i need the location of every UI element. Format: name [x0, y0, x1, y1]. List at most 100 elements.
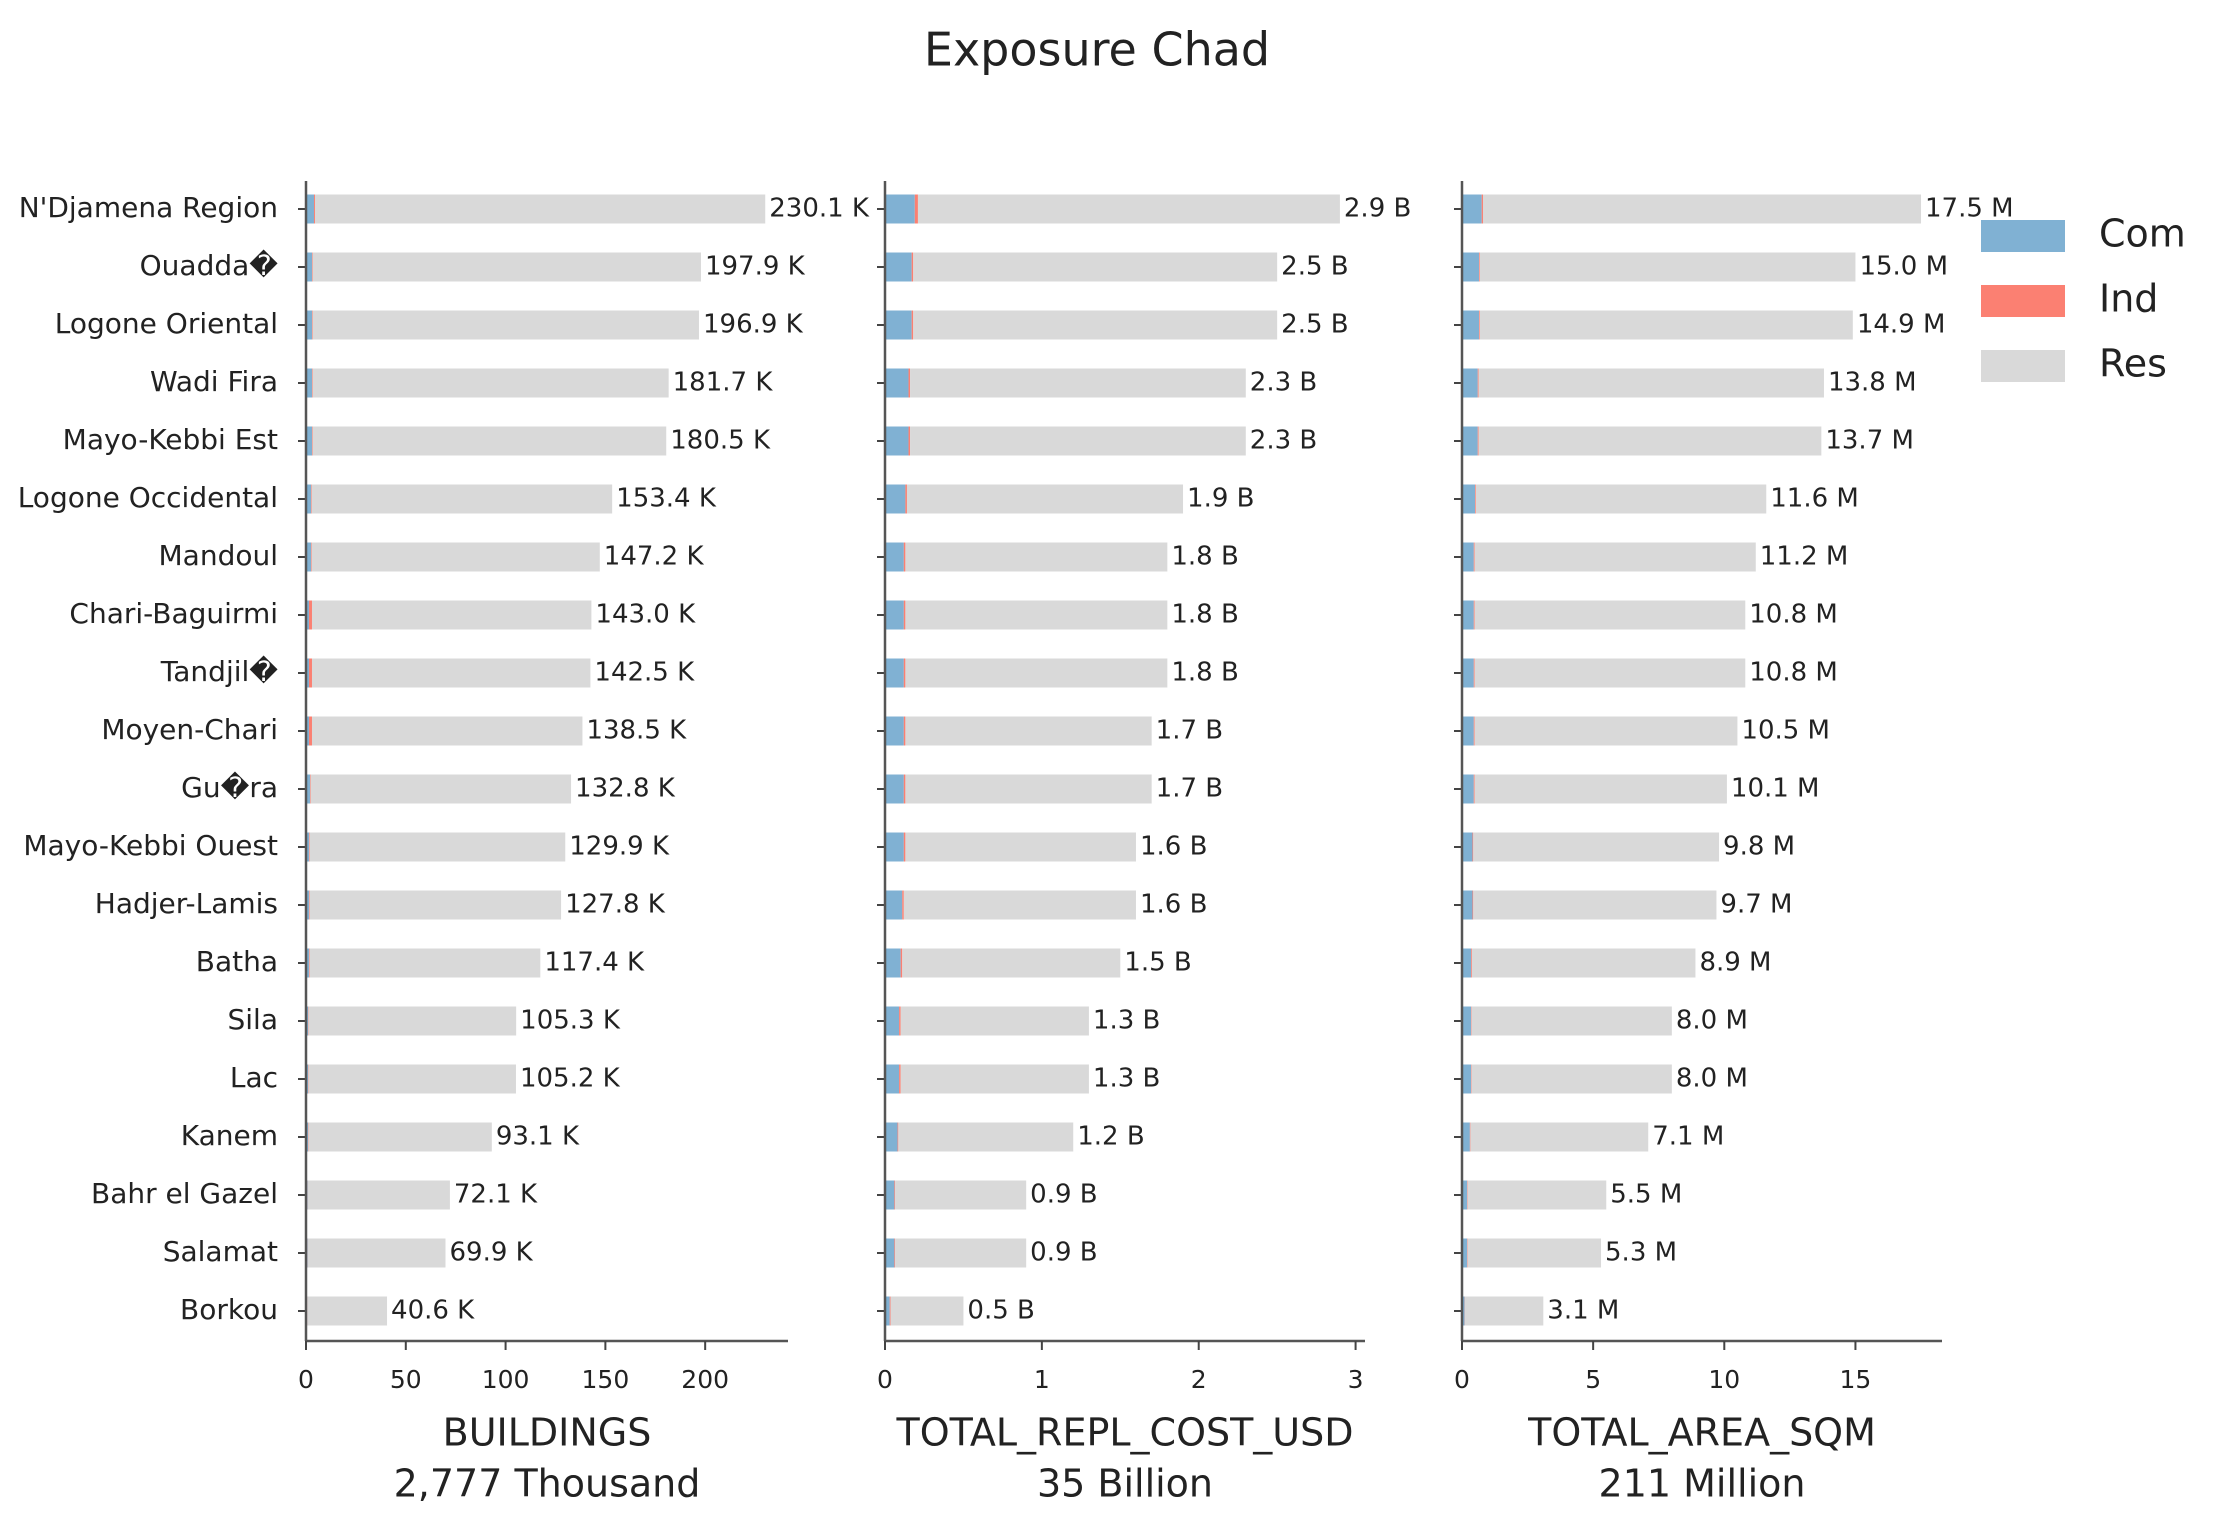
bar-segment: [903, 658, 906, 688]
bar-segment: [313, 194, 315, 224]
value-label: 196.9 K: [703, 310, 804, 340]
value-label: 2.3 B: [1250, 368, 1317, 398]
bar-segment: [309, 774, 311, 804]
bar-segment: [902, 890, 904, 920]
bar-segment: [307, 1238, 446, 1268]
value-label: 1.6 B: [1140, 890, 1207, 920]
y-tick-label: Bahr el Gazel: [91, 1177, 278, 1210]
bar-segment: [1462, 368, 1478, 398]
bar-segment: [905, 832, 1136, 862]
bar-segment: [1473, 890, 1717, 920]
bar-segment: [1471, 1064, 1472, 1094]
bar-segment: [1470, 1122, 1649, 1152]
bar-segment: [903, 832, 906, 862]
bar-segment: [1462, 542, 1474, 572]
bar-segment: [308, 600, 312, 630]
bar-segment: [306, 252, 312, 282]
bar-segment: [1474, 542, 1756, 572]
bar-segment: [312, 252, 701, 282]
value-label: 3.1 M: [1547, 1296, 1619, 1326]
value-label: 105.3 K: [520, 1006, 621, 1036]
y-tick-label: N'Djamena Region: [19, 191, 278, 224]
bar-segment: [1472, 832, 1474, 862]
x-axis-note: 35 Billion: [1037, 1462, 1213, 1506]
value-label: 1.8 B: [1171, 542, 1238, 572]
bar-segment: [911, 310, 914, 340]
value-label: 10.5 M: [1741, 716, 1830, 746]
bar-segment: [885, 1296, 890, 1326]
bar-segment: [1462, 1122, 1470, 1152]
value-label: 1.3 B: [1093, 1006, 1160, 1036]
bar-segment: [890, 1296, 964, 1326]
legend-label: Com: [2099, 212, 2186, 256]
bar-segment: [903, 542, 906, 572]
legend-label: Ind: [2099, 277, 2158, 321]
bar-segment: [1474, 716, 1738, 746]
bar-segment: [885, 600, 904, 630]
bar-segment: [900, 948, 903, 978]
value-label: 129.9 K: [569, 832, 670, 862]
x-tick-label: 2: [1191, 1365, 1207, 1394]
bar-segment: [917, 194, 1340, 224]
y-tick-label: Logone Occidental: [18, 481, 278, 514]
chart-title: Exposure Chad: [924, 23, 1270, 77]
bar-segment: [308, 658, 312, 688]
bar-segment: [885, 310, 912, 340]
value-label: 8.0 M: [1676, 1006, 1748, 1036]
bar-segment: [311, 542, 600, 572]
bar-segment: [1471, 948, 1472, 978]
value-label: 1.2 B: [1077, 1122, 1144, 1152]
value-label: 9.8 M: [1723, 832, 1795, 862]
bar-segment: [885, 426, 909, 456]
y-tick-label: Gu�ra: [181, 771, 278, 804]
bar-segment: [1475, 484, 1476, 514]
bar-segment: [895, 1238, 1027, 1268]
bar-segment: [1467, 1180, 1607, 1210]
bar-segment: [911, 252, 914, 282]
bar-segment: [1462, 1180, 1468, 1210]
bar-segment: [905, 542, 1168, 572]
bar-segment: [314, 194, 766, 224]
x-tick-label: 10: [1708, 1365, 1740, 1394]
value-label: 0.5 B: [967, 1296, 1034, 1326]
y-tick-label: Borkou: [180, 1293, 278, 1326]
bar-segment: [898, 1122, 1074, 1152]
value-label: 1.7 B: [1156, 774, 1223, 804]
value-label: 1.9 B: [1187, 484, 1254, 514]
y-tick-label: Hadjer-Lamis: [95, 887, 278, 920]
y-tick-label: Logone Oriental: [55, 307, 278, 340]
value-label: 153.4 K: [616, 484, 717, 514]
bar-segment: [1462, 252, 1480, 282]
y-tick-label: Chari-Baguirmi: [69, 597, 278, 630]
y-tick-label: Mandoul: [159, 539, 279, 572]
bar-segment: [1467, 1238, 1602, 1268]
bar-segment: [1481, 194, 1483, 224]
value-label: 10.8 M: [1749, 600, 1838, 630]
legend-swatch: [1981, 285, 2065, 317]
bar-segment: [1479, 252, 1856, 282]
bar-segment: [913, 252, 1278, 282]
y-tick-label: Lac: [230, 1061, 278, 1094]
value-label: 10.1 M: [1731, 774, 1820, 804]
bar-segment: [310, 542, 312, 572]
bar-segment: [885, 484, 906, 514]
x-tick-label: 0: [298, 1365, 314, 1394]
y-tick-label: Kanem: [181, 1119, 278, 1152]
bar-segment: [1462, 426, 1478, 456]
x-tick-label: 3: [1348, 1365, 1364, 1394]
bar-segment: [885, 542, 904, 572]
bar-segment: [306, 890, 309, 920]
legend-label: Res: [2099, 342, 2167, 386]
bar-segment: [885, 658, 904, 688]
value-label: 93.1 K: [496, 1122, 580, 1152]
bar-segment: [905, 600, 1168, 630]
bar-segment: [905, 658, 1168, 688]
bar-segment: [1474, 600, 1746, 630]
bar-segment: [1462, 1064, 1472, 1094]
value-label: 105.2 K: [520, 1064, 621, 1094]
bar-segment: [312, 310, 699, 340]
x-tick-label: 100: [482, 1365, 530, 1394]
bar-segment: [908, 426, 911, 456]
bar-segment: [1475, 484, 1767, 514]
legend-swatch: [1981, 350, 2065, 382]
